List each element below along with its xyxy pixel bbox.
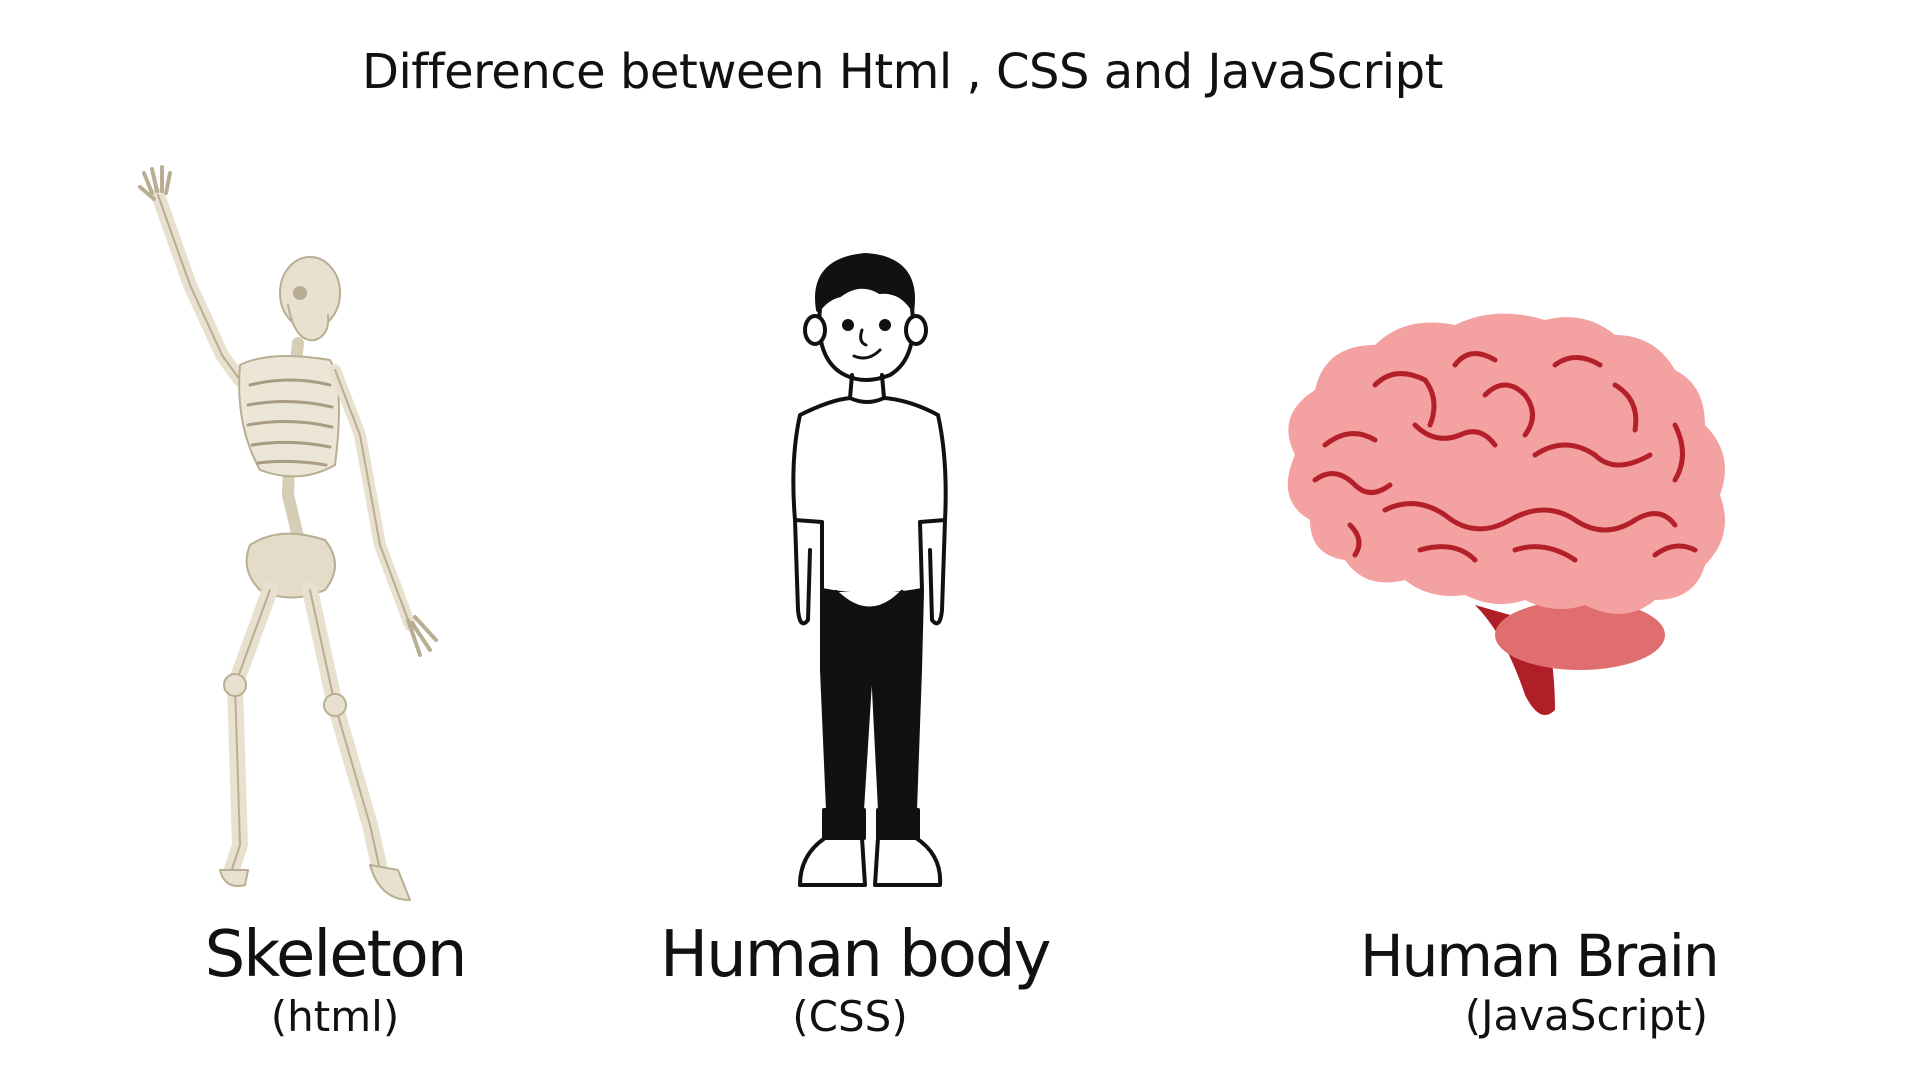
human-body-subtitle: (CSS) <box>792 992 908 1042</box>
human-body-title: Human body <box>660 918 1051 992</box>
human-brain-label: Human Brain (JavaScript) <box>1360 922 1720 1041</box>
human-brain-title: Human Brain <box>1360 922 1720 990</box>
human-body-label: Human body (CSS) <box>660 918 1051 1043</box>
diagram-title: Difference between Html , CSS and JavaSc… <box>362 44 1443 100</box>
skeleton-subtitle: (html) <box>270 992 400 1042</box>
skeleton-title: Skeleton <box>204 918 468 992</box>
human-brain-subtitle: (JavaScript) <box>1464 990 1708 1040</box>
skeleton-label: Skeleton (html) <box>190 920 480 1043</box>
person-icon <box>770 250 970 900</box>
brain-icon <box>1255 305 1745 735</box>
skeleton-icon <box>130 165 460 915</box>
